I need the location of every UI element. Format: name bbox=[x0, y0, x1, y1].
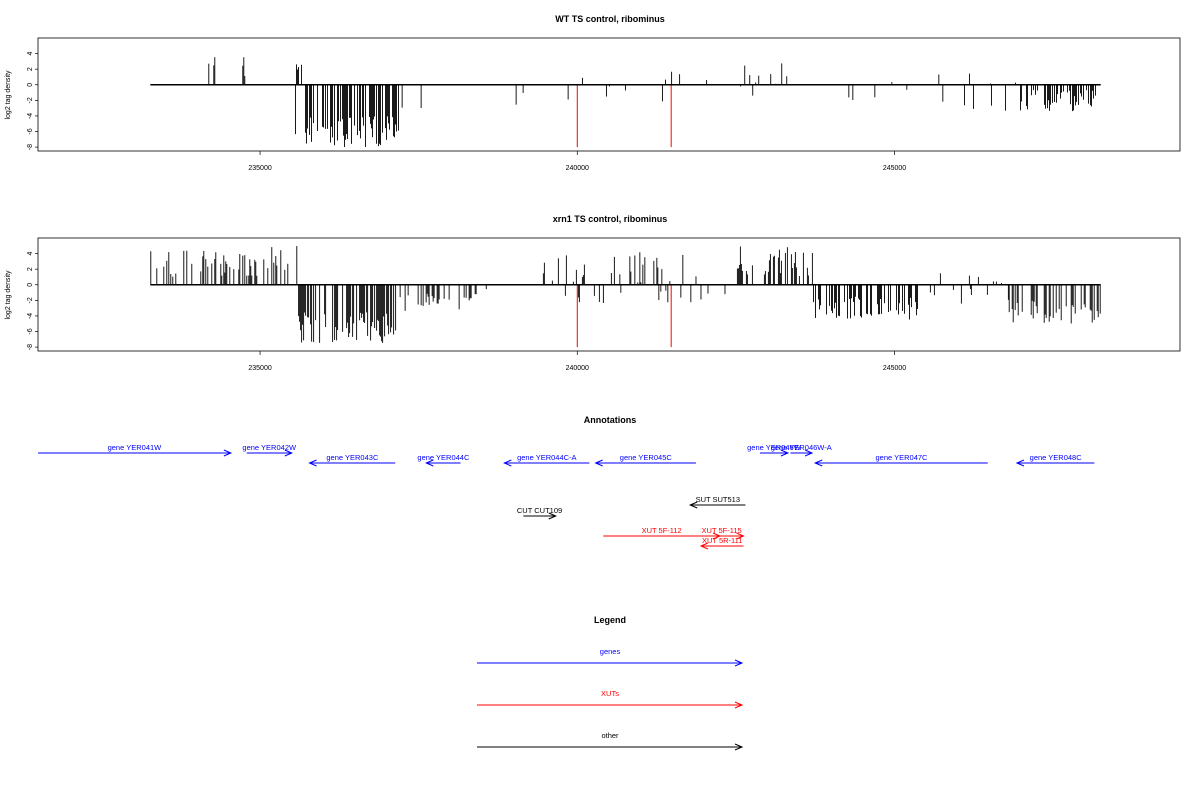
annotation-feature: gene YER042W bbox=[242, 443, 297, 457]
annotation-arrow-head bbox=[736, 532, 745, 540]
wt-plot-frame bbox=[37, 37, 1181, 152]
wt-density-bars bbox=[208, 57, 1096, 148]
legend-entry: other bbox=[477, 731, 744, 751]
annotation-feature: gene YER044C-A bbox=[503, 453, 590, 467]
annotation-label: gene YER047C bbox=[875, 453, 928, 462]
legend-entry: XUTs bbox=[477, 689, 744, 709]
annotation-arrow-head bbox=[284, 449, 294, 457]
xrn1-axes: 4 2 0 -2 -4 -6 -8 235000 240000 245000 bbox=[27, 252, 1101, 372]
x-tick-label: 240000 bbox=[566, 365, 589, 372]
xrn1-density-bars bbox=[150, 246, 1101, 348]
annotation-arrow-head bbox=[1015, 459, 1025, 467]
annotation-arrow-head bbox=[548, 512, 557, 520]
y-tick-label: -4 bbox=[27, 113, 34, 119]
y-tick-label: -8 bbox=[27, 144, 34, 150]
legend-label: genes bbox=[600, 647, 621, 656]
legend-entry: genes bbox=[477, 647, 744, 667]
y-tick-label: -6 bbox=[27, 328, 34, 334]
y-tick-label: 2 bbox=[27, 267, 34, 271]
annotation-feature: gene YER045C bbox=[594, 453, 696, 467]
y-tick-label: 0 bbox=[27, 283, 34, 287]
annotation-label: gene YER046W-A bbox=[771, 443, 832, 452]
x-tick-label: 245000 bbox=[883, 165, 906, 172]
y-tick-label: 0 bbox=[27, 83, 34, 87]
annotation-arrow-head bbox=[425, 459, 434, 467]
annotation-arrow-head bbox=[503, 459, 512, 467]
annotation-feature: CUT CUT109 bbox=[517, 506, 562, 520]
annotation-label: gene YER045C bbox=[620, 453, 673, 462]
wt-y-axis-label: log2 tag density bbox=[5, 70, 12, 120]
annotation-label: CUT CUT109 bbox=[517, 506, 562, 515]
annotations-panel: Annotations gene YER041W gene YER042Wgene… bbox=[38, 415, 1095, 550]
xrn1-plot-frame bbox=[37, 237, 1181, 352]
annotation-label: gene YER044C bbox=[417, 453, 470, 462]
x-tick-label: 240000 bbox=[566, 165, 589, 172]
annotation-label: XUT 5F-112 bbox=[642, 526, 682, 535]
annotation-label: gene YER048C bbox=[1030, 453, 1083, 462]
legend-arrow-head bbox=[734, 701, 744, 709]
legend-arrow-head bbox=[734, 743, 744, 751]
x-tick-label: 235000 bbox=[248, 365, 271, 372]
y-tick-label: 4 bbox=[27, 252, 34, 256]
annotation-feature: gene YER044C bbox=[417, 453, 470, 467]
annotation-arrow-head bbox=[688, 501, 698, 509]
annotation-arrow-head bbox=[699, 542, 709, 550]
annotation-arrow-head bbox=[813, 459, 823, 467]
x-tick-label: 245000 bbox=[883, 365, 906, 372]
y-tick-label: -2 bbox=[27, 97, 34, 103]
wt-panel-title: WT TS control, ribominus bbox=[555, 14, 665, 24]
xrn1-y-axis-label: log2 tag density bbox=[5, 270, 12, 320]
annotation-feature: gene YER041W bbox=[38, 443, 233, 457]
legend-label: XUTs bbox=[601, 689, 619, 698]
xrn1-density-panel: xrn1 TS control, ribominus log2 tag dens… bbox=[5, 214, 1181, 372]
annotation-label: gene YER046W bbox=[747, 443, 802, 452]
annotation-feature: XUT 5F-115 bbox=[699, 526, 745, 540]
y-tick-label: -2 bbox=[27, 297, 34, 303]
annotation-arrow-head bbox=[804, 449, 814, 457]
legend-entries: genes XUTs other bbox=[477, 647, 744, 751]
annotation-feature: SUT SUT513 bbox=[688, 495, 746, 509]
x-tick-label: 235000 bbox=[248, 165, 271, 172]
annotation-feature: gene YER043C bbox=[308, 453, 396, 467]
annotation-label: SUT SUT513 bbox=[696, 495, 740, 504]
annotation-arrow-head bbox=[780, 449, 790, 457]
legend-title: Legend bbox=[594, 615, 626, 625]
legend-arrow-head bbox=[734, 659, 744, 667]
legend-panel: Legend genes XUTs other bbox=[477, 615, 744, 751]
annotation-arrow-head bbox=[308, 459, 317, 467]
annotation-features: gene YER041W gene YER042W gene YER043C gene… bbox=[38, 443, 1095, 550]
annotation-feature: gene YER046W-A bbox=[771, 443, 832, 457]
annotation-label: XUT 5F-115 bbox=[702, 526, 742, 535]
annotation-label: XUT 5R-111 bbox=[702, 536, 742, 545]
annotation-arrow-head bbox=[223, 449, 233, 457]
y-tick-label: 2 bbox=[27, 67, 34, 71]
annotation-feature: gene YER046W bbox=[747, 443, 802, 457]
wt-axes: 4 2 0 -2 -4 -6 -8 235000 240000 245000 bbox=[27, 52, 1101, 172]
xrn1-panel-title: xrn1 TS control, ribominus bbox=[553, 214, 668, 224]
annotation-arrow-head bbox=[594, 459, 603, 467]
annotation-label: gene YER044C-A bbox=[517, 453, 576, 462]
y-tick-label: 4 bbox=[27, 52, 34, 56]
y-tick-label: -4 bbox=[27, 313, 34, 319]
annotations-title: Annotations bbox=[584, 415, 637, 425]
legend-label: other bbox=[601, 731, 619, 740]
y-tick-label: -8 bbox=[27, 344, 34, 350]
annotation-feature: gene YER048C bbox=[1015, 453, 1095, 467]
annotation-label: gene YER041W bbox=[108, 443, 163, 452]
annotation-label: gene YER042W bbox=[242, 443, 297, 452]
wt-density-panel: WT TS control, ribominus log2 tag densit… bbox=[5, 14, 1181, 172]
annotation-label: gene YER043C bbox=[326, 453, 379, 462]
annotation-feature: XUT 5R-111 bbox=[699, 536, 744, 550]
annotation-feature: gene YER047C bbox=[813, 453, 988, 467]
y-tick-label: -6 bbox=[27, 128, 34, 134]
